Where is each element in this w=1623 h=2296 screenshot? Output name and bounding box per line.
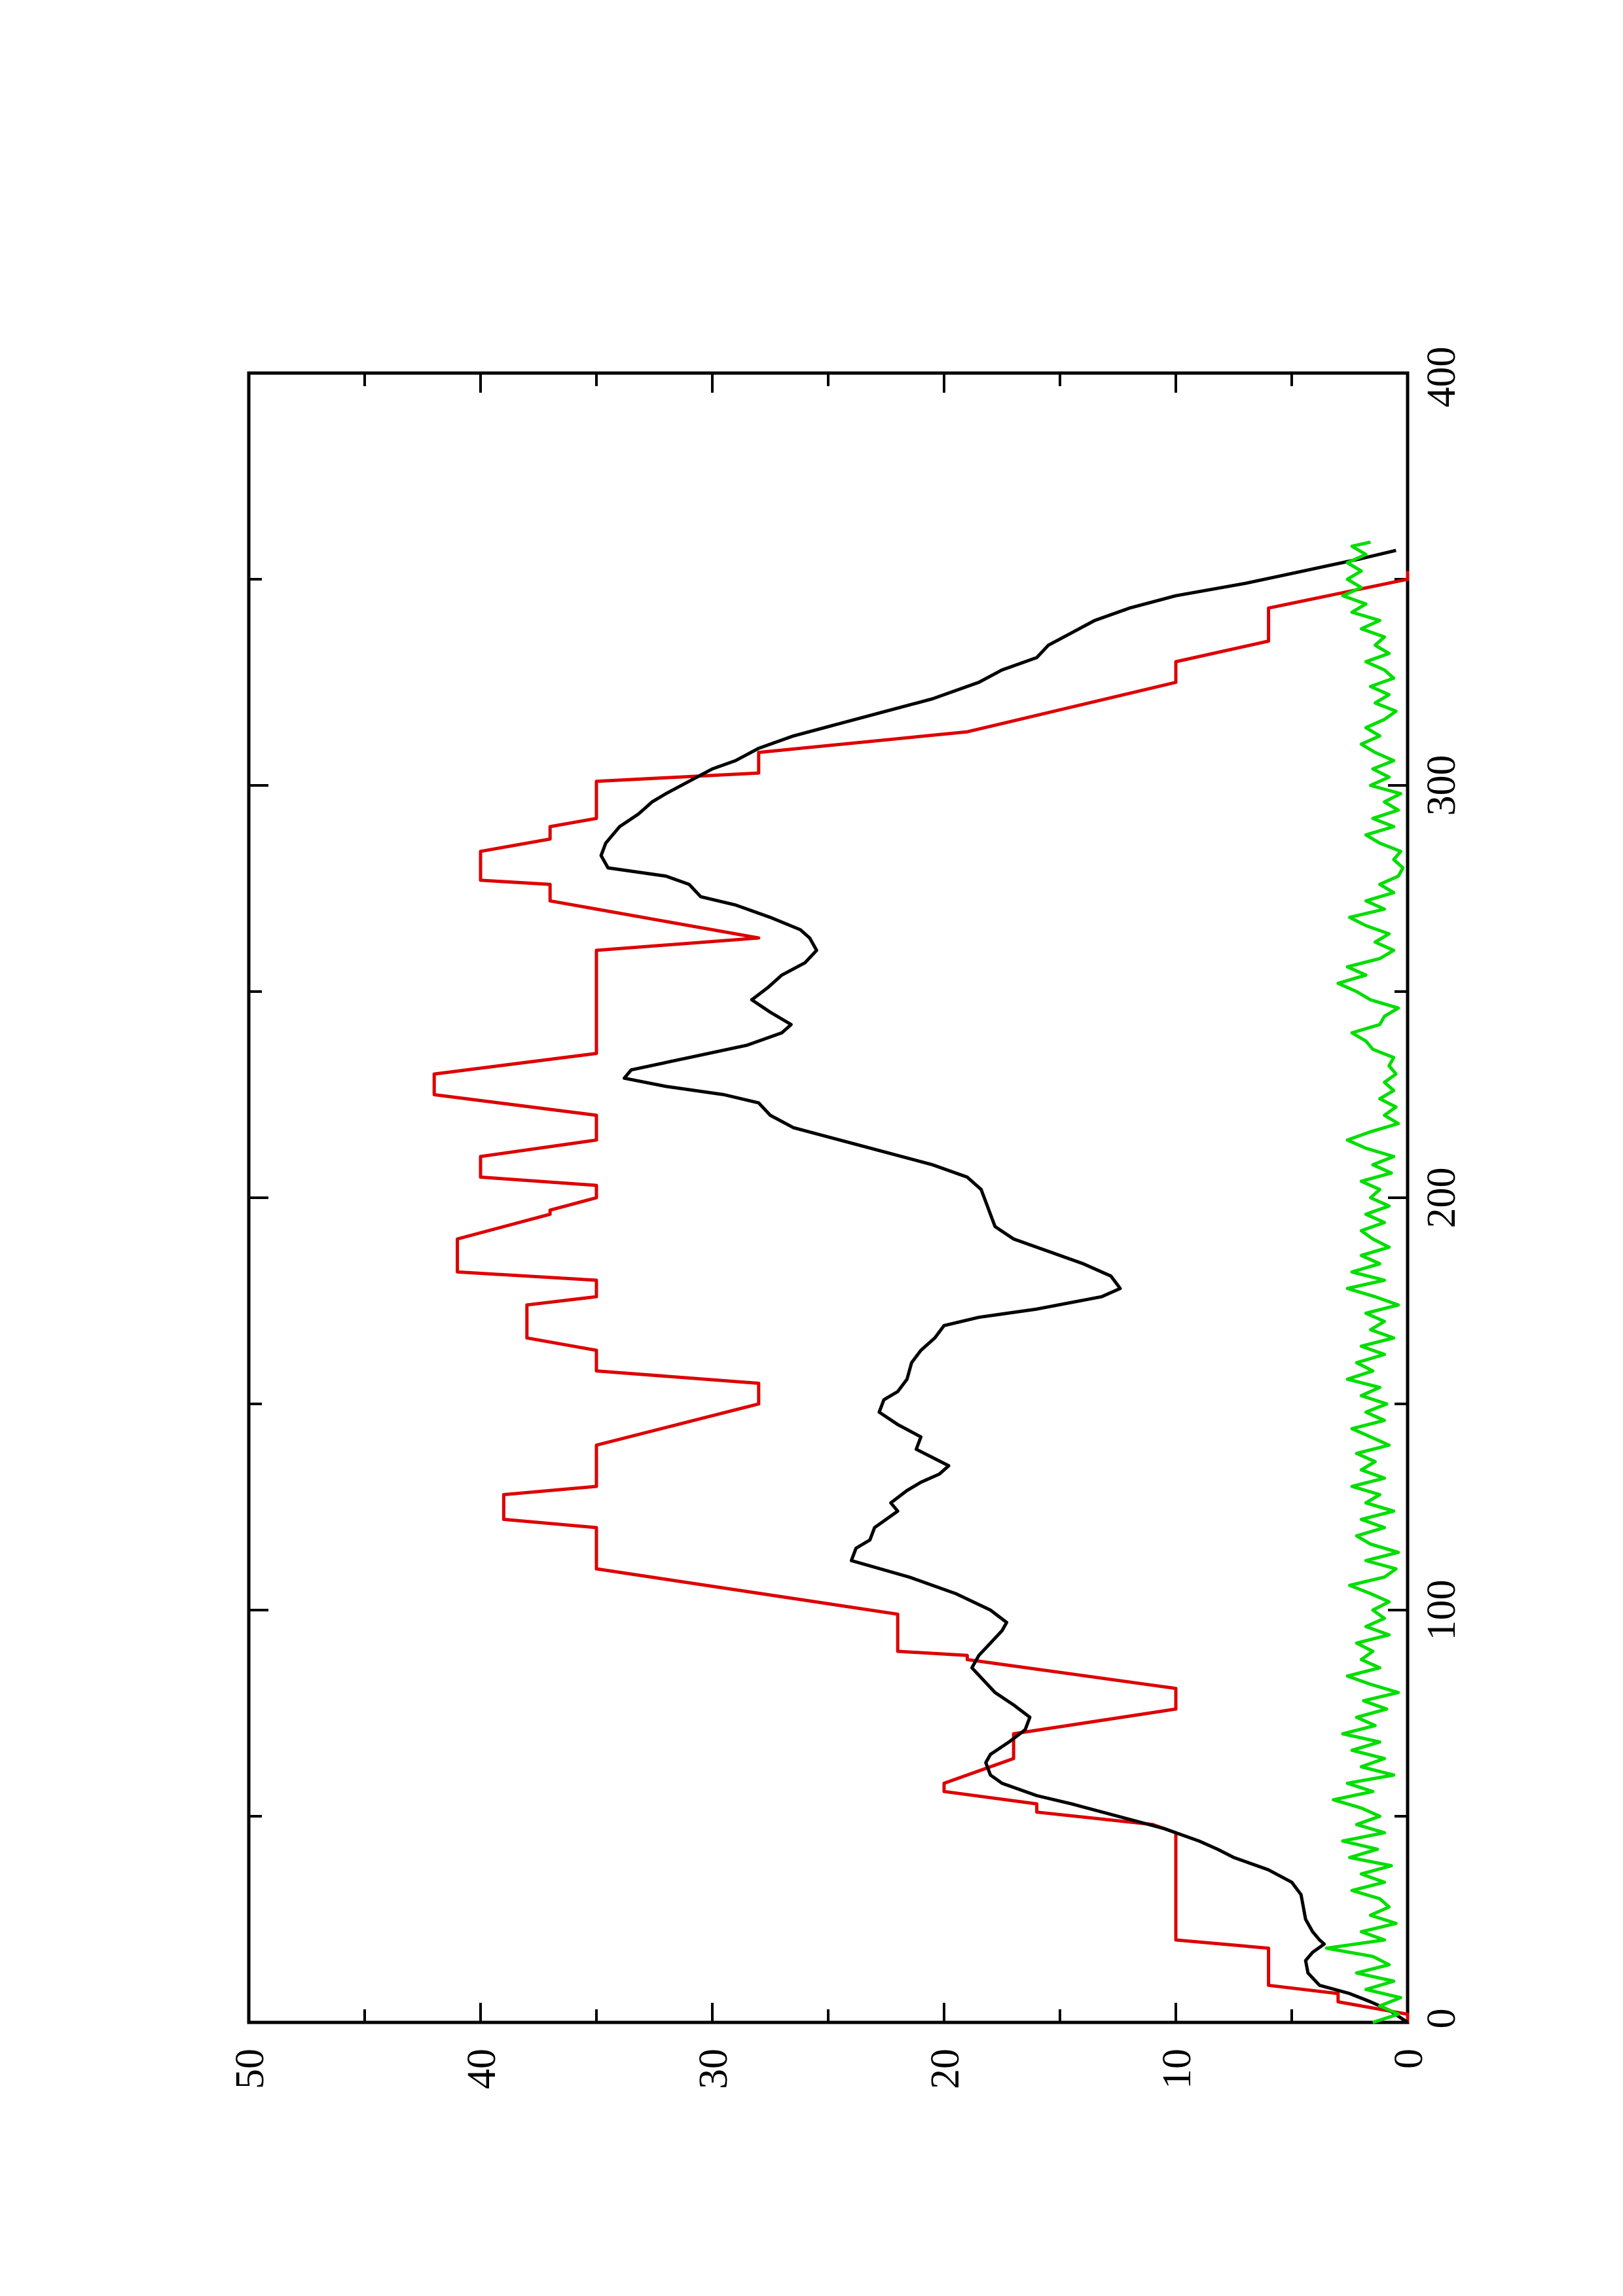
x-tick-label: 100 (1419, 1580, 1464, 1641)
y-tick-label: 0 (1387, 2049, 1431, 2069)
series-line-0 (432, 571, 1410, 2022)
x-tick-label: 0 (1419, 2009, 1464, 2029)
y-tick-label: 50 (228, 2049, 272, 2089)
y-tick-label: 30 (691, 2049, 736, 2089)
y-tick-label: 20 (923, 2049, 968, 2089)
ticks-layer (247, 372, 1409, 2024)
x-tick-label: 300 (1419, 755, 1464, 816)
series-line-1 (599, 548, 1409, 2024)
tick-labels-layer: 0 100 200 300 400 0 10 20 30 40 50 (228, 347, 1464, 2090)
x-tick-label: 400 (1419, 347, 1464, 408)
y-tick-label: 40 (460, 2049, 504, 2089)
y-tick-label: 10 (1155, 2049, 1199, 2089)
x-tick-label: 200 (1419, 1168, 1464, 1229)
plot-frame (247, 371, 1410, 2024)
series-layer (432, 540, 1410, 2024)
series-line-2 (1324, 540, 1405, 2024)
